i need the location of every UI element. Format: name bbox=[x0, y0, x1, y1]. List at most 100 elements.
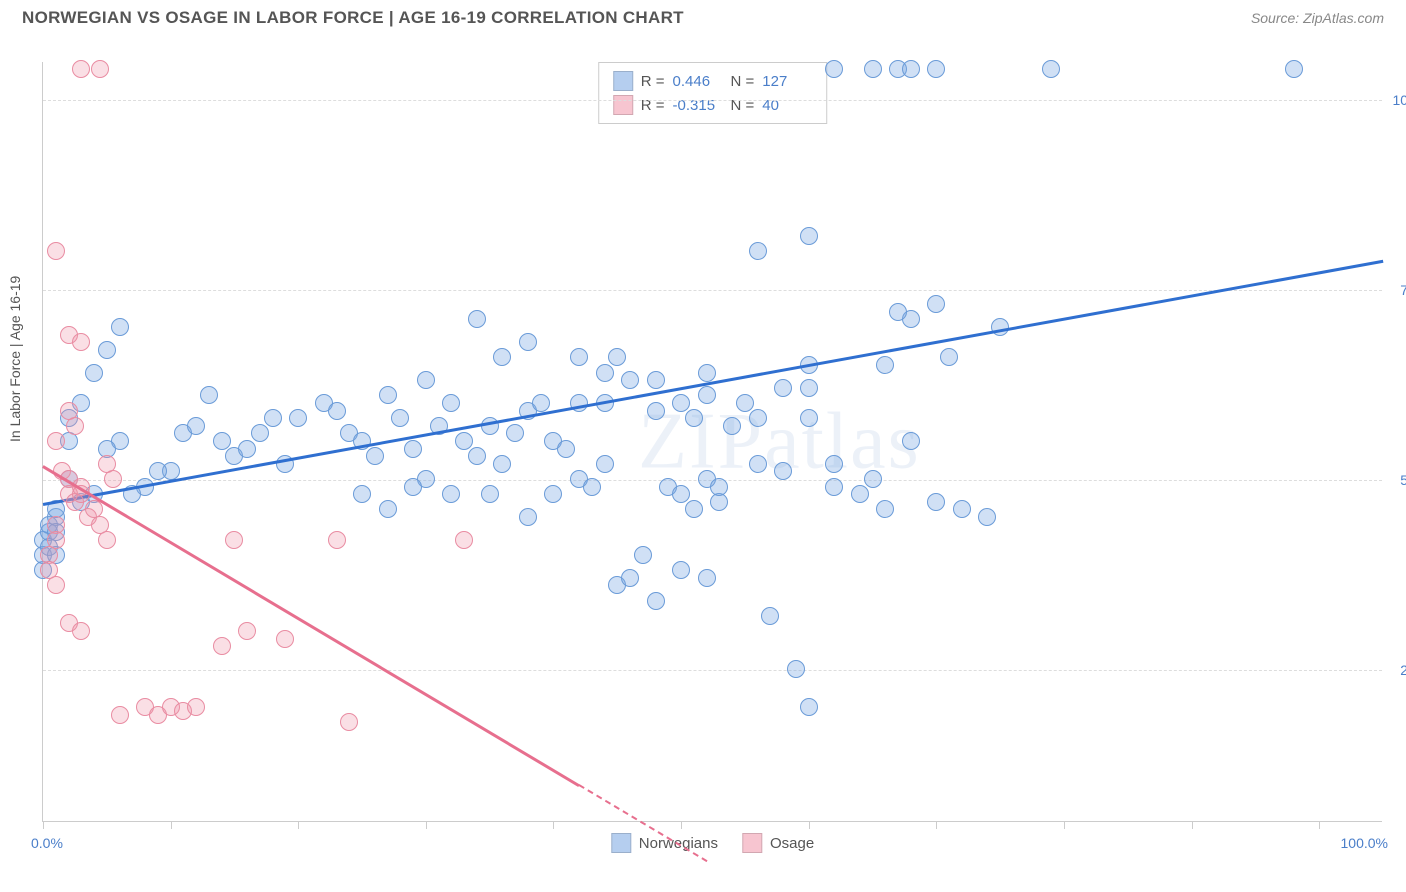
data-point bbox=[851, 485, 869, 503]
data-point bbox=[481, 485, 499, 503]
legend-swatch bbox=[613, 95, 633, 115]
data-point bbox=[111, 706, 129, 724]
data-point bbox=[340, 713, 358, 731]
data-point bbox=[47, 432, 65, 450]
data-point bbox=[800, 227, 818, 245]
data-point bbox=[902, 432, 920, 450]
legend-row: R =0.446N =127 bbox=[613, 69, 813, 93]
data-point bbox=[876, 356, 894, 374]
data-point bbox=[187, 417, 205, 435]
data-point bbox=[328, 531, 346, 549]
data-point bbox=[825, 478, 843, 496]
data-point bbox=[98, 531, 116, 549]
x-tick bbox=[1319, 821, 1320, 829]
data-point bbox=[927, 295, 945, 313]
data-point bbox=[493, 348, 511, 366]
series-legend: NorwegiansOsage bbox=[611, 833, 814, 853]
data-point bbox=[379, 386, 397, 404]
data-point bbox=[468, 310, 486, 328]
data-point bbox=[927, 493, 945, 511]
trend-line bbox=[43, 260, 1383, 506]
x-tick bbox=[43, 821, 44, 829]
y-tick-label: 25.0% bbox=[1400, 662, 1406, 678]
data-point bbox=[391, 409, 409, 427]
data-point bbox=[238, 622, 256, 640]
data-point bbox=[213, 637, 231, 655]
data-point bbox=[825, 60, 843, 78]
gridline bbox=[43, 290, 1382, 291]
data-point bbox=[940, 348, 958, 366]
data-point bbox=[379, 500, 397, 518]
data-point bbox=[66, 417, 84, 435]
data-point bbox=[91, 60, 109, 78]
data-point bbox=[149, 462, 167, 480]
x-tick bbox=[936, 821, 937, 829]
data-point bbox=[72, 333, 90, 351]
data-point bbox=[47, 576, 65, 594]
data-point bbox=[519, 508, 537, 526]
data-point bbox=[493, 455, 511, 473]
data-point bbox=[647, 371, 665, 389]
data-point bbox=[72, 622, 90, 640]
x-axis-min-label: 0.0% bbox=[31, 835, 63, 851]
data-point bbox=[72, 60, 90, 78]
data-point bbox=[647, 402, 665, 420]
data-point bbox=[1042, 60, 1060, 78]
data-point bbox=[404, 478, 422, 496]
data-point bbox=[685, 409, 703, 427]
data-point bbox=[723, 417, 741, 435]
x-tick bbox=[553, 821, 554, 829]
data-point bbox=[902, 60, 920, 78]
data-point bbox=[787, 660, 805, 678]
x-tick bbox=[426, 821, 427, 829]
data-point bbox=[200, 386, 218, 404]
data-point bbox=[698, 364, 716, 382]
legend-swatch bbox=[611, 833, 631, 853]
data-point bbox=[404, 440, 422, 458]
data-point bbox=[761, 607, 779, 625]
data-point bbox=[47, 242, 65, 260]
correlation-legend: R =0.446N =127R =-0.315N =40 bbox=[598, 62, 828, 124]
data-point bbox=[876, 500, 894, 518]
data-point bbox=[621, 371, 639, 389]
data-point bbox=[264, 409, 282, 427]
legend-item: Osage bbox=[742, 833, 814, 853]
data-point bbox=[570, 348, 588, 366]
data-point bbox=[583, 478, 601, 496]
x-axis-max-label: 100.0% bbox=[1341, 835, 1388, 851]
data-point bbox=[187, 698, 205, 716]
data-point bbox=[85, 364, 103, 382]
x-tick bbox=[1064, 821, 1065, 829]
data-point bbox=[353, 485, 371, 503]
data-point bbox=[1285, 60, 1303, 78]
data-point bbox=[800, 409, 818, 427]
data-point bbox=[596, 455, 614, 473]
legend-r-label: R = bbox=[641, 73, 665, 90]
data-point bbox=[953, 500, 971, 518]
data-point bbox=[825, 455, 843, 473]
data-point bbox=[251, 424, 269, 442]
data-point bbox=[621, 569, 639, 587]
data-point bbox=[519, 333, 537, 351]
data-point bbox=[749, 455, 767, 473]
data-point bbox=[225, 531, 243, 549]
data-point bbox=[596, 364, 614, 382]
data-point bbox=[774, 462, 792, 480]
data-point bbox=[213, 432, 231, 450]
data-point bbox=[698, 386, 716, 404]
data-point bbox=[289, 409, 307, 427]
y-tick-label: 100.0% bbox=[1393, 92, 1406, 108]
data-point bbox=[276, 630, 294, 648]
data-point bbox=[889, 303, 907, 321]
data-point bbox=[557, 440, 575, 458]
y-tick-label: 75.0% bbox=[1400, 282, 1406, 298]
data-point bbox=[608, 348, 626, 366]
data-point bbox=[736, 394, 754, 412]
data-point bbox=[800, 379, 818, 397]
x-tick bbox=[298, 821, 299, 829]
legend-n-value: 127 bbox=[762, 73, 812, 90]
data-point bbox=[468, 447, 486, 465]
data-point bbox=[749, 409, 767, 427]
legend-row: R =-0.315N =40 bbox=[613, 93, 813, 117]
source-label: Source: ZipAtlas.com bbox=[1251, 10, 1384, 26]
